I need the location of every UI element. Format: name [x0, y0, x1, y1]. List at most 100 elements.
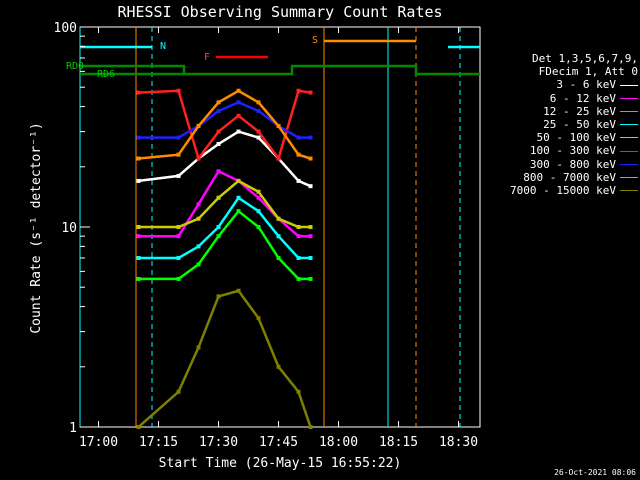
series-point-5-2 [196, 156, 201, 161]
x-tick-label-3: 17:45 [259, 435, 298, 450]
series-line-6 [138, 101, 311, 139]
series-point-5-7 [296, 88, 301, 93]
series-point-4-8 [308, 225, 313, 229]
series-point-6-8 [308, 135, 313, 140]
x-tick-label-6: 18:30 [439, 435, 478, 450]
series-point-8-1 [176, 389, 181, 394]
legend-swatch [620, 163, 638, 165]
series-point-1-0 [136, 234, 141, 239]
x-axis-label: Start Time (26-May-15 16:55:22) [159, 456, 402, 471]
series-point-8-2 [196, 345, 201, 350]
legend-header-1: Det 1,3,5,6,7,9, [532, 52, 638, 65]
series-point-8-6 [276, 364, 281, 369]
y-axis-label: Count Rate (s⁻¹ detector⁻¹) [29, 122, 44, 333]
series-point-5-6 [276, 156, 281, 161]
series-point-1-8 [308, 234, 313, 239]
legend-entry: 3 - 6 keV [478, 78, 638, 91]
series-point-0-4 [236, 129, 241, 134]
legend-swatch [620, 84, 638, 86]
series-point-1-5 [256, 195, 261, 200]
legend-header-2: FDecim 1, Att 0 [538, 65, 638, 79]
series-point-2-8 [308, 276, 313, 281]
series-point-1-3 [216, 169, 221, 174]
annotation-rd0: RD0 [66, 61, 84, 72]
series-point-7-7 [296, 152, 301, 157]
series-point-3-5 [256, 209, 261, 214]
series-line-8 [137, 289, 312, 428]
series-line-5 [138, 89, 311, 162]
series-point-8-3 [216, 294, 221, 299]
legend-entry: 7000 - 15000 keV [478, 184, 638, 197]
series-point-2-6 [276, 255, 281, 260]
series-point-6-7 [296, 135, 301, 140]
series-point-3-0 [136, 255, 141, 260]
legend-label: 300 - 800 keV [529, 157, 616, 171]
series-point-1-1 [176, 234, 181, 239]
series-point-2-1 [176, 276, 181, 281]
series-point-8-7 [296, 389, 301, 394]
series-line-7 [138, 89, 311, 160]
annotation-s: S [312, 35, 318, 46]
decimation-step [80, 64, 480, 76]
series-point-7-0 [136, 156, 141, 161]
series-point-7-3 [216, 100, 221, 105]
x-tick-label-2: 17:30 [199, 435, 238, 450]
x-tick-label-5: 18:15 [379, 435, 418, 450]
legend-swatch [620, 110, 638, 112]
legend-entry: 12 - 25 keV [478, 105, 638, 118]
series-point-7-2 [196, 123, 201, 128]
series-point-8-4 [236, 288, 241, 293]
series-point-4-0 [136, 225, 141, 229]
series-point-8-8 [308, 425, 313, 429]
series-point-6-1 [176, 135, 181, 140]
y-tick-label-2: 100 [54, 21, 77, 36]
legend-swatch [620, 97, 638, 99]
series-point-4-6 [276, 216, 281, 221]
legend-label: 50 - 100 keV [536, 131, 616, 145]
annotation-f: F [204, 52, 210, 63]
series-point-6-4 [236, 100, 241, 105]
series-point-2-2 [196, 262, 201, 267]
series-point-3-3 [216, 225, 221, 229]
series-point-3-4 [236, 195, 241, 200]
legend-label: 12 - 25 keV [543, 104, 616, 118]
series-point-8-0 [136, 425, 141, 429]
legend: Det 1,3,5,6,7,9, FDecim 1, Att 0 3 - 6 k… [478, 52, 638, 197]
series-point-3-1 [176, 255, 181, 260]
series-group [136, 88, 313, 429]
series-point-0-5 [256, 135, 261, 140]
annotation-rd6: RD6 [97, 69, 115, 80]
series-point-7-1 [176, 152, 181, 157]
legend-label: 25 - 50 keV [543, 118, 616, 132]
series-point-0-7 [296, 178, 301, 183]
series-point-4-4 [236, 178, 241, 183]
x-tick-label-0: 17:00 [79, 435, 118, 450]
flags: N F S RD0 RD6 [66, 27, 480, 427]
series-point-0-8 [308, 184, 313, 189]
series-point-5-0 [136, 90, 141, 95]
legend-label: 7000 - 15000 keV [510, 184, 616, 198]
series-point-5-8 [308, 90, 313, 95]
series-point-2-0 [136, 276, 141, 281]
series-point-6-5 [256, 109, 261, 114]
series-point-3-7 [296, 255, 301, 260]
series-point-2-3 [216, 234, 221, 239]
series-point-1-7 [296, 234, 301, 239]
axis-ticks: 17:00 17:15 17:30 17:45 18:00 18:15 18:30 1 10 10… [54, 21, 479, 450]
series-point-7-4 [236, 88, 241, 93]
series-point-5-1 [176, 88, 181, 93]
series-point-6-3 [216, 109, 221, 114]
legend-entry: 100 - 300 keV [478, 144, 638, 157]
series-point-4-1 [176, 225, 181, 229]
series-point-0-0 [136, 178, 141, 183]
series-point-0-3 [216, 142, 221, 147]
y-tick-label-0: 1 [69, 421, 77, 436]
annotation-n: N [160, 41, 166, 52]
series-point-0-1 [176, 173, 181, 178]
series-point-1-2 [196, 202, 201, 207]
legend-label: 100 - 300 keV [529, 144, 616, 158]
series-point-2-7 [296, 276, 301, 281]
legend-entry: 50 - 100 keV [478, 131, 638, 144]
legend-label: 6 - 12 keV [549, 91, 616, 105]
